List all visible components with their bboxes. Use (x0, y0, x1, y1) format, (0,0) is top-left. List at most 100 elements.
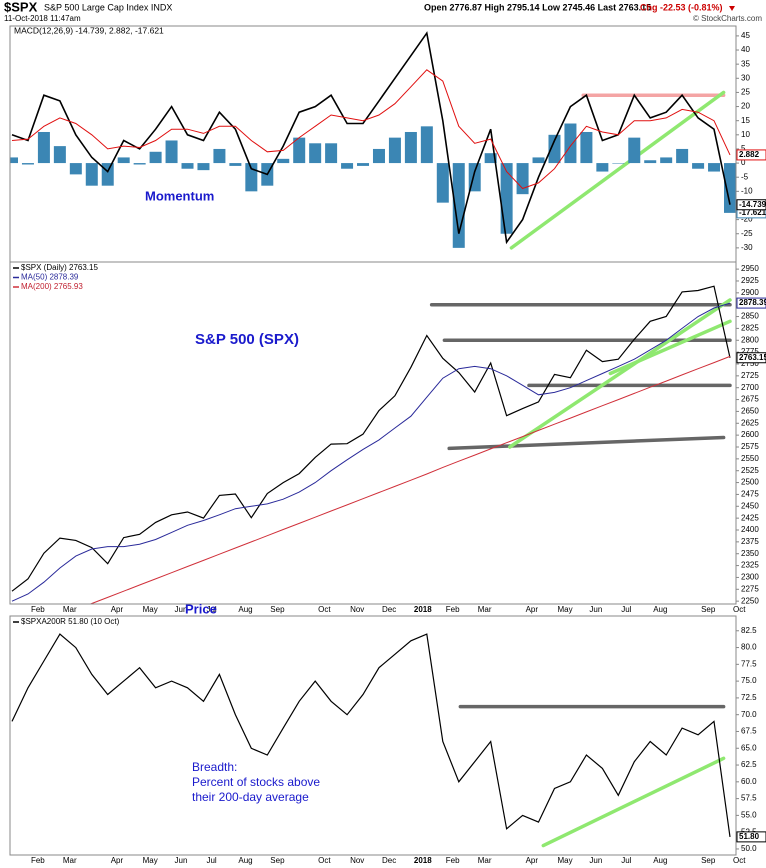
x-tick-label: Jul (621, 605, 631, 614)
y-tick-label: 80.0 (741, 643, 757, 652)
series-line (89, 355, 731, 604)
x-tick-label: Jul (206, 856, 216, 865)
y-tick-label: 35 (741, 59, 750, 68)
y-tick-label: 45 (741, 31, 750, 40)
y-tick-label: 2900 (741, 288, 759, 297)
histogram-bar (37, 131, 50, 164)
panel-frame (9, 615, 737, 856)
y-tick-label: 0 (741, 158, 746, 167)
symbol: $SPX (4, 0, 38, 14)
y-tick-label: 77.5 (741, 659, 757, 668)
x-tick-label: Apr (111, 605, 124, 614)
y-tick-label: 2450 (741, 501, 759, 510)
y-tick-label: 65.0 (741, 743, 757, 752)
last-value-label: -14.739 (739, 200, 766, 209)
y-tick-label: 82.5 (741, 626, 757, 635)
trendline (447, 435, 726, 451)
histogram-bar (309, 143, 322, 164)
histogram-bar (293, 137, 306, 164)
histogram-bar (708, 163, 721, 172)
y-tick-label: 2725 (741, 371, 759, 380)
histogram-bar (548, 134, 561, 164)
x-tick-label: Aug (653, 856, 667, 865)
trendline (608, 319, 732, 376)
last-value-box (736, 831, 766, 843)
x-tick-label: Jun (589, 856, 602, 865)
x-tick-label: Oct (733, 856, 746, 865)
credit: © StockCharts.com (693, 14, 762, 23)
x-tick-label: Sep (701, 605, 716, 614)
histogram-bar (500, 163, 513, 234)
y-tick-label: 2750 (741, 359, 759, 368)
histogram-bar (724, 163, 736, 213)
x-tick-label: Feb (446, 605, 460, 614)
trendline (541, 756, 726, 848)
x-tick-label: Nov (350, 605, 364, 614)
y-tick-label: 75.0 (741, 676, 757, 685)
x-tick-label: Feb (31, 856, 45, 865)
y-tick-label: 25 (741, 88, 750, 97)
histogram-bar (133, 163, 146, 165)
plot (11, 633, 731, 848)
plot (10, 31, 736, 250)
last-value-box (736, 352, 766, 364)
histogram-bar (596, 163, 609, 172)
x-tick-label: 2018 (414, 856, 432, 865)
y-tick-label: 10 (741, 130, 750, 139)
x-tick-label: May (557, 605, 572, 614)
histogram-bar (325, 143, 338, 164)
x-tick-label: Apr (526, 605, 539, 614)
x-tick-label: Jun (589, 605, 602, 614)
y-tick-label: 2800 (741, 335, 759, 344)
date: 11-Oct-2018 11:47am (4, 14, 81, 23)
y-tick-label: 2350 (741, 549, 759, 558)
y-tick-label: 57.5 (741, 794, 757, 803)
legend-entry: $SPXA200R 51.80 (10 Oct) (21, 617, 120, 626)
last-value-box (736, 149, 766, 161)
y-tick-label: 2925 (741, 276, 759, 285)
legend-entry: MA(200) 2765.93 (21, 282, 83, 291)
histogram-bar (516, 163, 529, 195)
histogram-bar (181, 163, 194, 169)
histogram-bar (388, 137, 401, 164)
x-tick-label: Sep (270, 605, 285, 614)
x-tick-label: Apr (111, 856, 124, 865)
last-value-label: 2.882 (739, 150, 760, 159)
y-tick-label: 2375 (741, 537, 759, 546)
y-tick-label: 72.5 (741, 693, 757, 702)
series-line (11, 31, 731, 245)
x-tick-label: Mar (63, 605, 77, 614)
y-tick-label: 2700 (741, 383, 759, 392)
series-line (11, 69, 731, 190)
trendline (508, 298, 732, 449)
legend-entry: MA(50) 2878.39 (21, 273, 79, 282)
y-tick-label: 2775 (741, 347, 759, 356)
y-tick-label: 2825 (741, 324, 759, 333)
histogram-bar (10, 157, 18, 164)
x-tick-label: Aug (653, 605, 667, 614)
x-tick-label: Sep (701, 856, 716, 865)
last-value-box (736, 199, 766, 211)
histogram-bar (229, 163, 242, 166)
x-tick-label: Dec (382, 605, 396, 614)
plot (11, 285, 732, 604)
histogram-bar (341, 163, 354, 169)
x-tick-label: Sep (270, 856, 285, 865)
histogram-bar (149, 151, 162, 164)
y-tick-label: 2275 (741, 584, 759, 593)
histogram-bar (245, 163, 258, 192)
change: Chg -22.53 (-0.81%) (640, 2, 723, 12)
x-tick-label: Mar (478, 605, 492, 614)
quote: Open 2776.87 High 2795.14 Low 2745.46 La… (424, 2, 651, 12)
last-value-label: -17.621 (739, 208, 766, 217)
legend-entry: $SPX (Daily) 2763.15 (21, 263, 98, 272)
histogram-bar (53, 146, 66, 164)
histogram-bar (117, 157, 130, 164)
series-line (11, 285, 731, 592)
annotation: Breadth: (192, 760, 237, 774)
y-tick-label: 2325 (741, 561, 759, 570)
histogram-bar (564, 123, 577, 164)
y-tick-label: 2675 (741, 395, 759, 404)
y-tick-label: -5 (741, 172, 749, 181)
last-value-label: 2878.39 (739, 298, 766, 307)
